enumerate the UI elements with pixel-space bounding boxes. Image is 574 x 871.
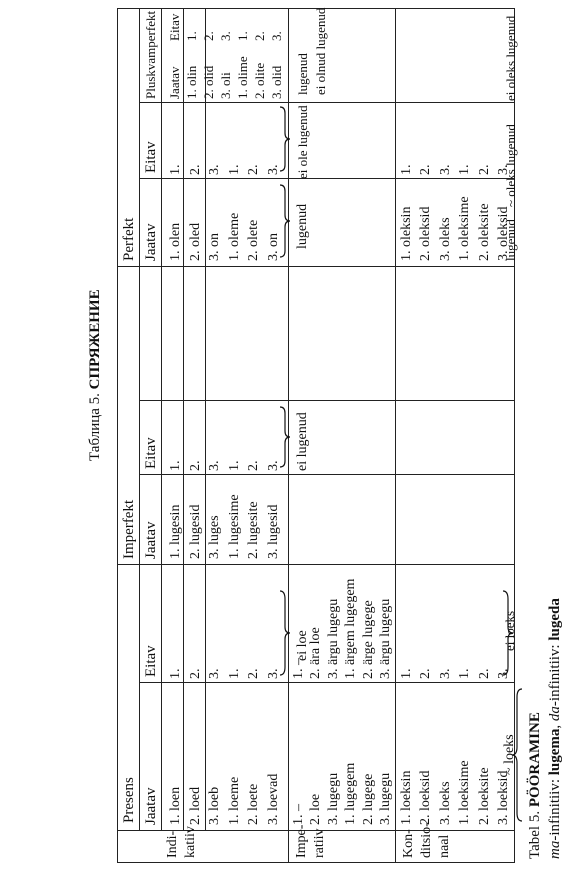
ind-perfekt-jaatav-forms: 1. olen 2. oled 3. on 1. oleme 2. olete 3. on [168, 212, 281, 261]
perfekt-jaatav-header: Jaatav [143, 223, 159, 261]
ind-imperfekt-jaatav-forms: 1. lugesin 2. lugesid 3. luges 1. lugesime 2… [168, 494, 281, 559]
kon-perfekt-jaatav-shared-alt: ~ oleks lugenud [503, 124, 518, 207]
ma-text: -infinitiiv: [547, 775, 563, 841]
kon-perfekt-eitav-forms: 1. 2. 3. 1. 2. 3. [399, 164, 512, 176]
imp-presens-eitav-forms: 1. –2. ära loe 3. ärgu lugegu 1. ärgem lug… [291, 578, 394, 679]
ind-presens-jaatav-forms: 1. loen 2. loed 3. loeb 1. loeme 2. loete 3. … [168, 773, 281, 825]
ind-pluskv-jaatav-shared: lugenud [295, 53, 310, 95]
da-text: -infinitiiv: [547, 640, 563, 707]
table-title: PÖÖRAMINE [527, 712, 543, 808]
ind-imperfekt-eitav-shared: ei lugenud [295, 412, 310, 471]
kon-perfekt-jaatav-forms: 1. oleksin 2. oleksid 3. oleks 1. oleksime 2… [399, 196, 512, 261]
brace [279, 406, 291, 468]
ru-label: Таблица 5. [87, 393, 103, 461]
ind-pluskv-jaatav-forms: Jaatav 1. olin 2. olid 3. oli 1. olime 2. ol… [167, 56, 284, 99]
tense-perfekt: Perfekt [121, 217, 137, 261]
imp-presens-jaatav-forms: 1. –2. loe 3. lugegu 1. lugegem 2. lugege 3.… [291, 762, 394, 825]
pluskv-eitav-header: Eitav [167, 13, 182, 41]
ind-perfekt-eitav-forms: 1. 2. 3. 1. 2. 3. [168, 164, 281, 176]
mood-indikatiiv: Indi-katiiv [165, 826, 198, 858]
imperfekt-jaatav-header: Jaatav [143, 521, 159, 559]
ind-perfekt-eitav-shared: ei ole lugenud [295, 105, 310, 179]
brace [279, 590, 291, 676]
perfekt-eitav-header: Eitav [143, 141, 159, 173]
ind-pluskv-eitav-forms: Eitav 1. 2. 3. 1. 2. 3. [167, 13, 284, 41]
pluskv-jaatav-header: Jaatav [167, 66, 182, 99]
kon-presens-eitav-shared: ei loeks [502, 610, 517, 651]
imperfekt-eitav-header: Eitav [143, 437, 159, 469]
tense-pluskvamperfekt: Pluskvamperfekt [143, 10, 158, 99]
ind-pluskv-eitav-shared: ei olnud lugenud [313, 7, 328, 95]
kon-presens-jaatav-shared: ~ loeks [502, 734, 517, 775]
presens-eitav-header: Eitav [143, 645, 159, 677]
table-subtitle: ma-infinitiiv: lugema, da-infinitiiv: lu… [547, 598, 563, 859]
da-verb: lugeda [547, 598, 563, 641]
ind-presens-eitav-forms: 1. 2. 3. 1. 2. 3. [168, 668, 281, 680]
tense-presens: Presens [121, 777, 137, 823]
ind-imperfekt-eitav-forms: 1. 2. 3. 1. 2. 3. [168, 460, 281, 472]
da-label: da [547, 706, 563, 722]
kon-perfekt-eitav-shared: ei oleks lugenud [503, 15, 518, 101]
brace [511, 688, 523, 822]
mood-imperatiiv: Impe-ratiiv [294, 824, 327, 858]
brace [279, 184, 291, 258]
table-label: Tabel 5. [527, 810, 543, 859]
ma-verb: lugema [547, 728, 563, 776]
tense-imperfekt: Imperfekt [121, 499, 137, 559]
ru-caption: Таблица 5. СПРЯЖЕНИЕ [87, 289, 103, 461]
ru-title: СПРЯЖЕНИЕ [87, 289, 103, 390]
table-caption: Tabel 5. PÖÖRAMINE [527, 712, 543, 859]
ma-label: ma [547, 840, 563, 859]
presens-jaatav-header: Jaatav [143, 787, 159, 825]
ind-perfekt-jaatav-shared: lugenud [295, 203, 310, 249]
mood-konditsionaal: Kon-ditsio-naal [401, 822, 452, 858]
kon-perfekt-jaatav-shared: lugenud [503, 219, 518, 261]
brace [502, 590, 514, 676]
kon-presens-jaatav-forms: 1. loeksin 2. loeksid 3. loeks 1. loeksime 2… [399, 760, 512, 825]
kon-presens-eitav-forms: 1. 2. 3. 1. 2. 3. [399, 668, 512, 680]
brace [279, 106, 291, 172]
